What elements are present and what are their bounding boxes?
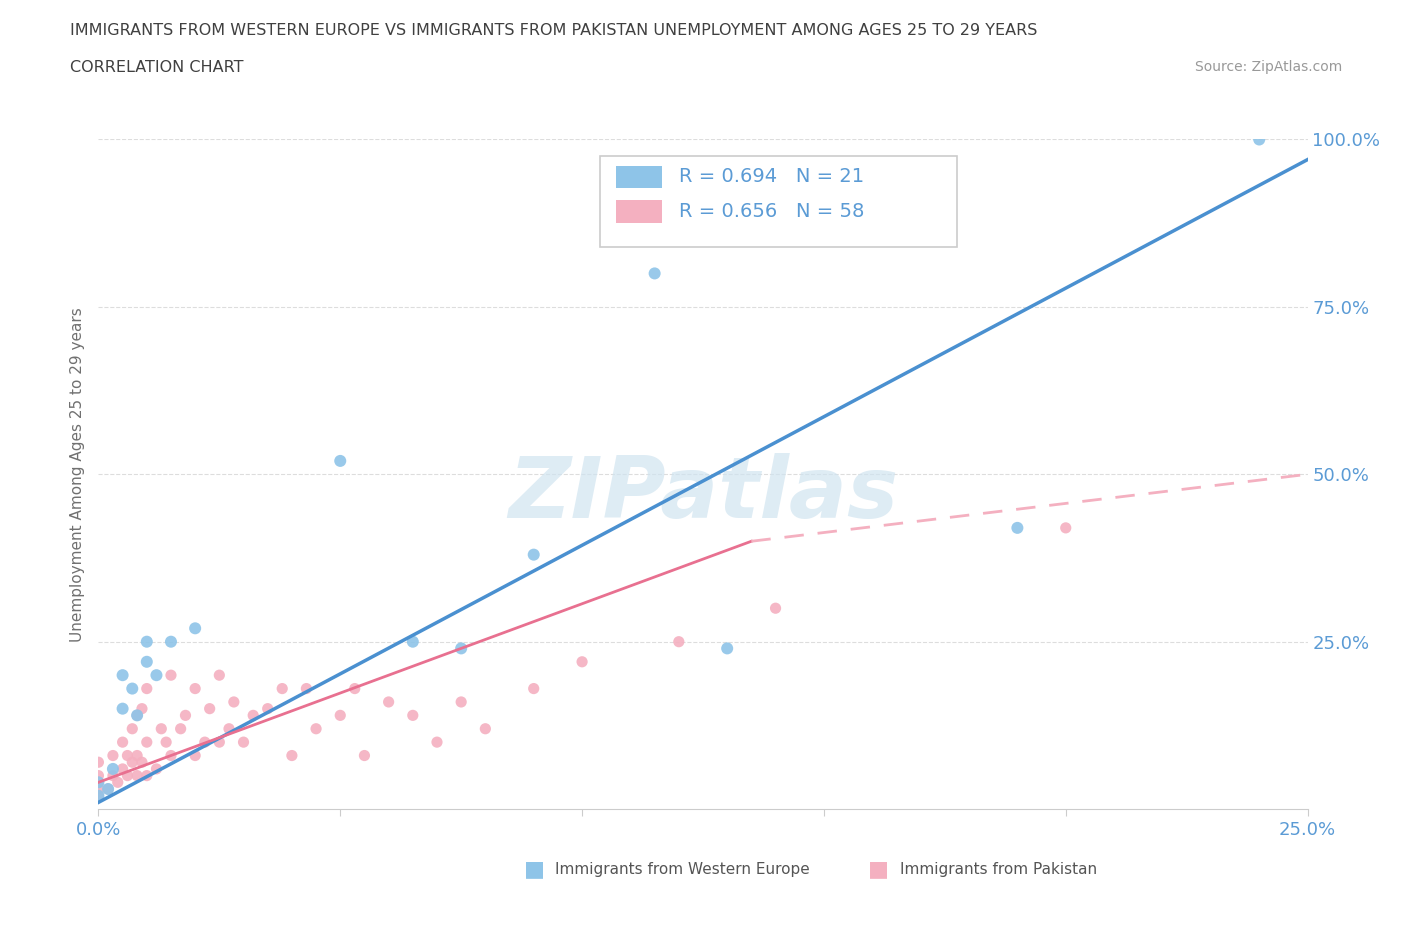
Point [194,735,217,750]
Point [121,722,143,737]
Point [402,708,425,723]
Text: ZIPatlas: ZIPatlas [508,453,898,536]
Point [402,634,425,649]
Point [87,768,110,783]
Text: R = 0.694   N = 21: R = 0.694 N = 21 [679,166,863,186]
Point [87,755,110,770]
Point [135,681,157,696]
Point [131,701,153,716]
Point [111,735,134,750]
Point [281,748,304,763]
Point [127,708,149,723]
Point [198,701,221,716]
Point [377,695,399,710]
Point [127,768,149,783]
Point [150,722,173,737]
Point [111,668,134,683]
Point [184,681,207,696]
Point [127,748,149,763]
Point [523,681,546,696]
Point [160,668,183,683]
Point [121,755,143,770]
Point [208,735,231,750]
Point [127,708,149,723]
Point [426,735,449,750]
Point [107,775,129,790]
Text: Immigrants from Western Europe: Immigrants from Western Europe [555,862,810,877]
Point [305,722,328,737]
Text: ■: ■ [524,859,544,880]
Y-axis label: Unemployment Among Ages 25 to 29 years: Unemployment Among Ages 25 to 29 years [69,307,84,642]
Point [160,748,183,763]
Point [343,681,366,696]
Point [135,634,157,649]
Point [87,789,110,804]
Point [184,621,207,636]
Point [329,708,352,723]
Point [353,748,375,763]
Point [87,781,110,796]
Bar [616,166,662,189]
Point [117,748,139,763]
Point [145,762,167,777]
Point [135,655,157,670]
Point [174,708,197,723]
Point [450,641,472,656]
Point [208,668,231,683]
Point [1007,521,1029,536]
Text: R = 0.656   N = 58: R = 0.656 N = 58 [679,203,865,221]
Point [87,789,110,804]
Point [271,681,294,696]
Point [644,266,666,281]
Point [571,655,593,670]
Point [523,547,546,562]
Point [101,768,124,783]
Point [218,722,240,737]
Text: CORRELATION CHART: CORRELATION CHART [70,60,243,75]
Point [1054,521,1077,536]
Point [101,748,124,763]
Point [135,735,157,750]
Bar [616,201,662,223]
Point [232,735,254,750]
Text: Source: ZipAtlas.com: Source: ZipAtlas.com [1195,60,1343,74]
Point [256,701,278,716]
Point [101,762,124,777]
Point [160,634,183,649]
Point [668,634,690,649]
Text: IMMIGRANTS FROM WESTERN EUROPE VS IMMIGRANTS FROM PAKISTAN UNEMPLOYMENT AMONG AG: IMMIGRANTS FROM WESTERN EUROPE VS IMMIGR… [70,23,1038,38]
Point [450,695,472,710]
Point [145,668,167,683]
Point [155,735,177,750]
Point [716,641,738,656]
Point [474,722,496,737]
Point [97,781,120,796]
FancyBboxPatch shape [600,156,957,246]
Point [329,454,352,469]
Point [111,701,134,716]
Point [184,748,207,763]
Text: Immigrants from Pakistan: Immigrants from Pakistan [900,862,1097,877]
Point [87,775,110,790]
Point [1249,132,1271,147]
Point [87,775,110,790]
Point [765,601,787,616]
Point [121,681,143,696]
Point [111,762,134,777]
Point [135,768,157,783]
Point [222,695,245,710]
Point [131,755,153,770]
Point [295,681,318,696]
Point [117,768,139,783]
Point [97,781,120,796]
Point [242,708,264,723]
Point [169,722,191,737]
Text: ■: ■ [869,859,889,880]
